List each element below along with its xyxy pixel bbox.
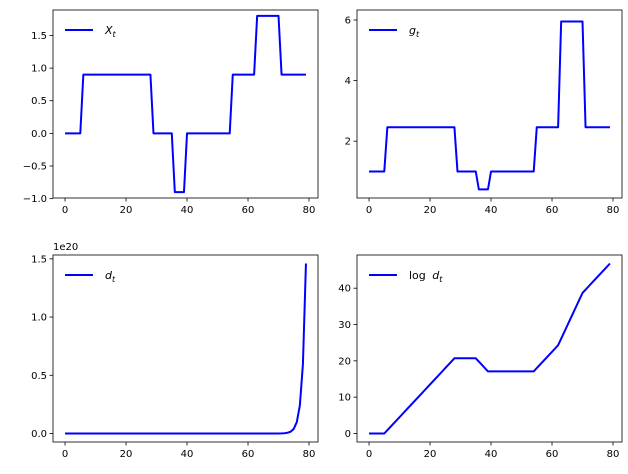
x-tick-label: 40 [485, 205, 498, 216]
x-tick-label: 0 [366, 205, 372, 216]
legend-subscript: t [416, 30, 420, 39]
x-tick-label: 20 [120, 205, 133, 216]
y-tick-label: 0 [345, 429, 351, 440]
series-line [369, 262, 611, 435]
x-tick-label: 40 [181, 205, 194, 216]
legend-base: X [104, 24, 113, 37]
legend-base: g [409, 24, 416, 37]
legend: dt [65, 269, 116, 284]
legend-prefix: log [409, 269, 429, 282]
axes-frame [356, 254, 623, 443]
y-tick-label: 10 [338, 393, 351, 404]
y-tick-label: 0.5 [31, 371, 47, 382]
y-tick-label: 0.0 [31, 129, 47, 140]
legend-subscript: t [113, 30, 117, 39]
y-tick-label: 1.5 [31, 31, 47, 42]
x-tick-label: 0 [62, 205, 68, 216]
legend-label: log dt [409, 269, 443, 284]
x-tick-label: 0 [366, 449, 372, 460]
series-line [65, 263, 307, 435]
x-tick-label: 60 [242, 205, 255, 216]
y-tick-label: 2 [345, 137, 351, 148]
y-tick-label: 0.0 [31, 429, 47, 440]
x-tick-label: 80 [303, 449, 316, 460]
x-tick-label: 60 [546, 205, 559, 216]
x-tick-label: 40 [485, 449, 498, 460]
y-tick-label: 6 [345, 15, 351, 26]
x-tick-label: 20 [120, 449, 133, 460]
series-line [65, 14, 306, 194]
series-line [369, 20, 610, 191]
y-tick-label: 1.0 [31, 313, 47, 324]
legend-base: d [432, 269, 440, 282]
y-tick-label: 40 [338, 284, 351, 295]
axes-frame [52, 254, 319, 443]
x-tick-label: 60 [242, 449, 255, 460]
subplot-g-t: 0 20 40 60 80 2 4 6 gt [345, 9, 623, 216]
legend-label: Xt [104, 24, 117, 39]
x-tick-label: 80 [303, 205, 316, 216]
legend-subscript: t [112, 275, 116, 284]
legend-base: d [105, 269, 113, 282]
offset-text: 1e20 [53, 242, 78, 253]
x-tick-label: 0 [62, 449, 68, 460]
y-tick-label: −1.0 [23, 194, 47, 205]
axes-frame [52, 9, 319, 199]
x-tick-label: 40 [181, 449, 194, 460]
x-tick-label: 60 [546, 449, 559, 460]
legend: Xt [65, 24, 117, 39]
legend: log dt [369, 269, 443, 284]
axes-frame [356, 9, 623, 199]
y-tick-label: 20 [338, 356, 351, 367]
legend-label: gt [409, 24, 420, 39]
x-tick-label: 20 [424, 205, 437, 216]
x-tick-label: 80 [607, 449, 620, 460]
y-tick-label: 1.5 [31, 254, 47, 265]
legend-subscript: t [439, 275, 443, 284]
subplot-x-t: 0 20 40 60 80 −1.0 −0.5 0.0 0.5 1.0 1.5 Xt [23, 9, 319, 216]
y-tick-label: 0.5 [31, 96, 47, 107]
y-tick-label: 4 [345, 76, 351, 87]
y-tick-label: 30 [338, 320, 351, 331]
y-tick-label: 1.0 [31, 64, 47, 75]
subplot-log-d-t: 0 20 40 60 80 0 10 20 30 40 log dt [338, 254, 623, 460]
x-tick-label: 80 [607, 205, 620, 216]
y-tick-label: −0.5 [23, 162, 47, 173]
legend-label: dt [105, 269, 116, 284]
legend: gt [369, 24, 420, 39]
x-tick-label: 20 [424, 449, 437, 460]
subplot-d-t: 0 20 40 60 80 0.0 0.5 1.0 1.5 1e20 dt [31, 242, 319, 460]
